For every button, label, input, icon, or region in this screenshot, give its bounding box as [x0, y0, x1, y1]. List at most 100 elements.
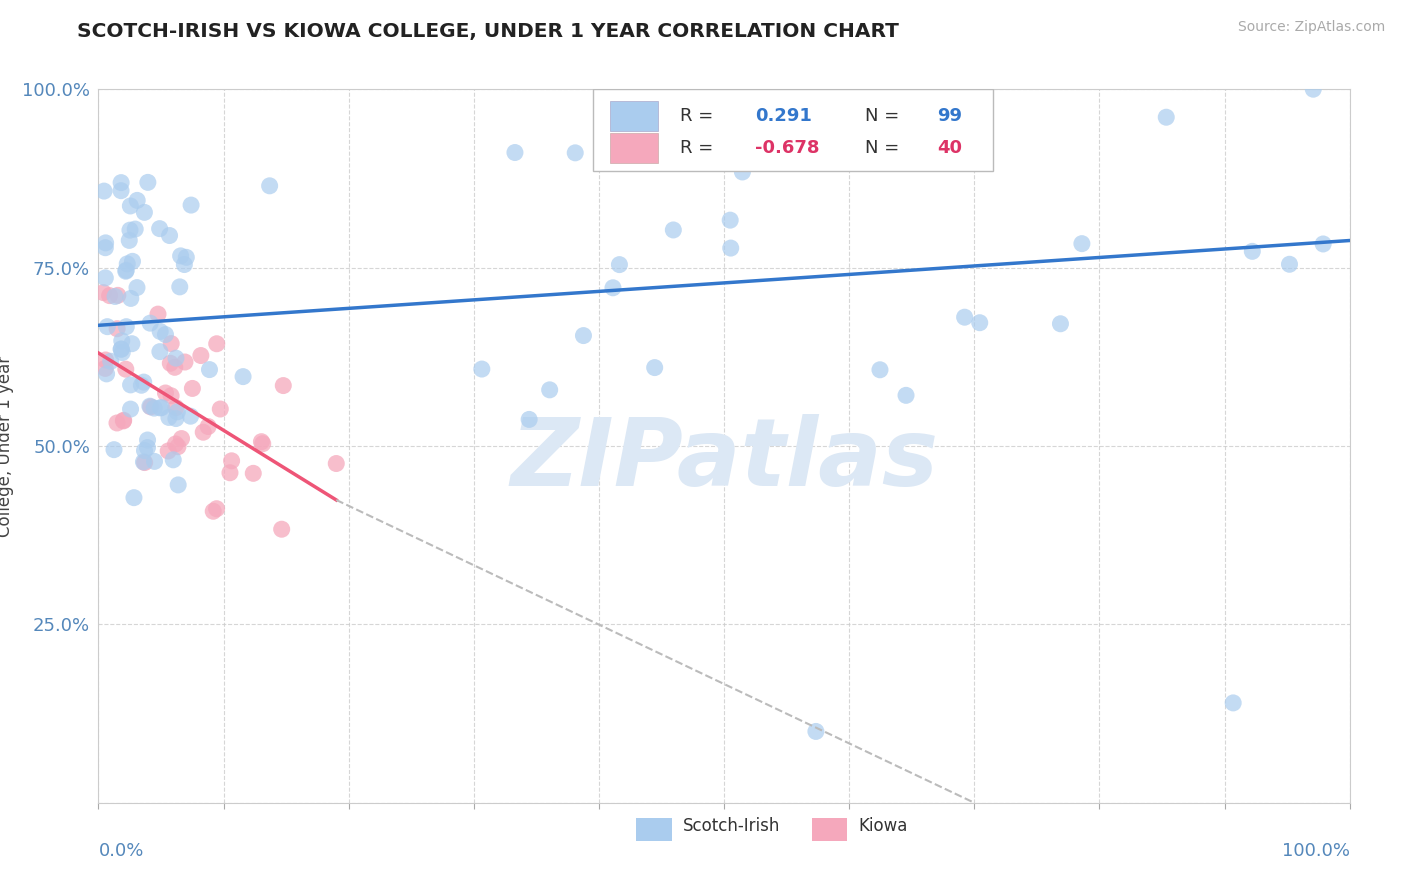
Point — [572, 328, 595, 343]
Point — [103, 442, 125, 457]
Point — [132, 375, 155, 389]
Point — [834, 103, 856, 117]
Point — [718, 213, 741, 227]
Point — [270, 522, 292, 536]
Point — [110, 343, 132, 357]
Point — [96, 367, 118, 381]
Point — [104, 289, 127, 303]
Point — [107, 288, 129, 302]
Point — [503, 145, 526, 160]
Point — [121, 336, 143, 351]
Point — [538, 383, 561, 397]
Text: Source: ZipAtlas.com: Source: ZipAtlas.com — [1237, 20, 1385, 34]
Point — [190, 349, 212, 363]
Point — [609, 258, 631, 272]
Point — [105, 322, 128, 336]
Point — [96, 319, 118, 334]
FancyBboxPatch shape — [610, 101, 658, 130]
Text: R =: R = — [681, 139, 713, 157]
Point — [198, 362, 221, 376]
Point — [110, 342, 132, 356]
Point — [564, 145, 586, 160]
Point — [149, 325, 172, 339]
Point — [120, 377, 142, 392]
Point — [114, 264, 136, 278]
Text: SCOTCH-IRISH VS KIOWA COLLEGE, UNDER 1 YEAR CORRELATION CHART: SCOTCH-IRISH VS KIOWA COLLEGE, UNDER 1 Y… — [77, 22, 900, 41]
Point — [131, 378, 153, 392]
Point — [160, 389, 183, 403]
Point — [720, 241, 742, 255]
Text: 100.0%: 100.0% — [1282, 842, 1350, 860]
Point — [1049, 317, 1071, 331]
Point — [93, 184, 115, 198]
Point — [115, 319, 138, 334]
Point — [111, 334, 134, 348]
Point — [127, 194, 149, 208]
Point — [166, 405, 188, 419]
Point — [165, 411, 187, 425]
Point — [165, 401, 187, 415]
Point — [731, 165, 754, 179]
FancyBboxPatch shape — [811, 818, 846, 840]
Point — [149, 401, 172, 415]
Text: Kiowa: Kiowa — [858, 817, 907, 835]
Point — [242, 467, 264, 481]
Point — [134, 443, 156, 458]
Point — [136, 433, 159, 447]
Point — [202, 504, 225, 518]
Point — [250, 434, 273, 449]
Point — [869, 363, 891, 377]
Point — [91, 285, 114, 300]
Point — [165, 351, 187, 366]
Point — [517, 412, 540, 426]
Point — [143, 454, 166, 468]
Text: N =: N = — [866, 139, 900, 157]
Point — [1154, 110, 1177, 124]
Point — [232, 369, 254, 384]
Point — [1070, 236, 1092, 251]
Point — [180, 198, 202, 212]
Point — [157, 410, 180, 425]
Point — [797, 108, 820, 122]
Point — [662, 223, 685, 237]
Point — [174, 355, 197, 369]
Point — [221, 454, 243, 468]
Point — [112, 414, 135, 428]
Point — [644, 360, 666, 375]
Point — [325, 457, 347, 471]
FancyBboxPatch shape — [593, 89, 993, 171]
Point — [94, 353, 117, 368]
Point — [121, 254, 143, 268]
Point — [205, 336, 228, 351]
Text: R =: R = — [681, 107, 713, 125]
Point — [197, 419, 219, 434]
Point — [136, 175, 159, 189]
Point — [1302, 82, 1324, 96]
Point — [716, 149, 738, 163]
Point — [894, 388, 917, 402]
Point — [180, 409, 202, 424]
Point — [124, 222, 146, 236]
Point — [120, 199, 142, 213]
Point — [139, 399, 162, 413]
Point — [599, 142, 621, 156]
Point — [146, 307, 169, 321]
Point — [167, 478, 190, 492]
Point — [94, 361, 117, 376]
Point — [139, 400, 162, 414]
Point — [219, 466, 242, 480]
Point — [165, 437, 187, 451]
Point — [259, 178, 281, 193]
Point — [120, 402, 142, 417]
Point — [471, 362, 494, 376]
Point — [155, 327, 177, 342]
Point — [110, 184, 132, 198]
Point — [149, 221, 172, 235]
Point — [111, 345, 134, 359]
Point — [1222, 696, 1244, 710]
Text: -0.678: -0.678 — [755, 139, 820, 157]
Point — [173, 258, 195, 272]
Point — [1312, 237, 1334, 252]
FancyBboxPatch shape — [610, 133, 658, 162]
Point — [134, 205, 156, 219]
